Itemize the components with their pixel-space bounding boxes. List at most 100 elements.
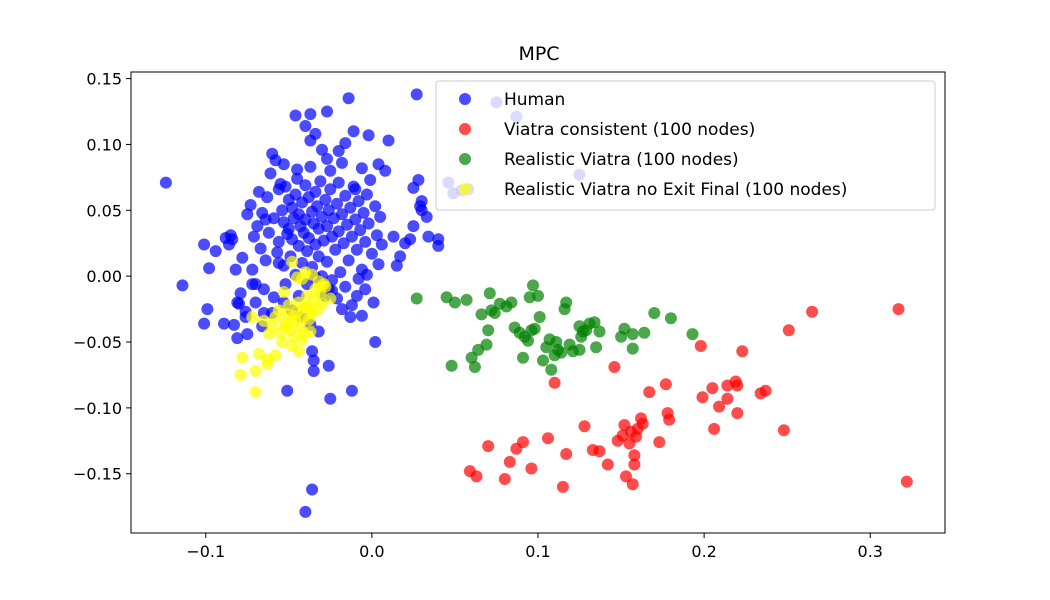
y-tick-label: 0.15 <box>86 70 122 89</box>
data-point <box>498 473 511 485</box>
data-point <box>321 105 333 118</box>
data-point <box>713 400 726 413</box>
data-point <box>628 458 641 471</box>
legend-marker <box>459 153 471 165</box>
data-point <box>522 334 534 347</box>
data-point <box>247 230 260 243</box>
data-point <box>244 199 257 211</box>
x-tick-label: 0.1 <box>525 542 550 561</box>
data-point <box>525 462 538 475</box>
data-point <box>517 436 529 449</box>
data-point <box>548 376 561 389</box>
legend-label: Realistic Viatra no Exit Final (100 node… <box>504 180 847 200</box>
data-point <box>362 129 375 142</box>
data-point <box>394 250 407 263</box>
data-point <box>542 432 554 445</box>
data-point <box>321 255 333 268</box>
data-point <box>721 392 734 405</box>
data-point <box>422 230 435 243</box>
data-point <box>316 143 328 156</box>
data-point <box>349 183 362 196</box>
data-point <box>360 188 373 201</box>
data-point <box>517 351 529 364</box>
data-point <box>482 440 495 453</box>
data-point <box>272 235 285 248</box>
data-point <box>304 134 317 147</box>
data-point <box>231 296 244 309</box>
data-point <box>365 247 378 260</box>
data-point <box>241 208 254 221</box>
data-point <box>382 134 395 147</box>
data-point <box>277 158 290 171</box>
data-point <box>370 229 383 242</box>
data-point <box>731 407 744 420</box>
legend-label: Human <box>504 90 565 110</box>
data-point <box>782 324 795 337</box>
data-point <box>279 180 292 193</box>
data-point <box>352 195 365 208</box>
series-0 <box>159 88 586 518</box>
data-point <box>249 386 262 399</box>
data-point <box>468 361 481 373</box>
data-point <box>608 361 621 373</box>
data-point <box>410 88 423 101</box>
data-point <box>277 286 290 298</box>
data-point <box>306 345 319 358</box>
data-point <box>347 125 360 138</box>
data-point <box>415 204 428 217</box>
data-point <box>387 230 400 243</box>
data-point <box>354 224 367 237</box>
data-point <box>321 220 333 233</box>
y-tick-label: 0.10 <box>86 135 122 154</box>
data-point <box>236 251 249 264</box>
data-point <box>332 145 345 157</box>
data-point <box>533 311 546 323</box>
data-point <box>334 266 347 279</box>
data-point <box>336 156 348 169</box>
data-point <box>299 505 312 518</box>
data-point <box>226 233 239 246</box>
data-point <box>281 384 294 397</box>
data-point <box>696 391 709 404</box>
data-point <box>578 420 591 433</box>
data-point <box>271 246 284 259</box>
data-point <box>465 351 478 364</box>
data-point <box>706 382 719 395</box>
data-point <box>635 412 647 425</box>
data-point <box>297 326 310 339</box>
data-point <box>527 279 539 292</box>
data-point <box>276 336 289 348</box>
data-point <box>369 336 382 348</box>
data-point <box>626 328 639 341</box>
data-point <box>329 243 342 256</box>
data-point <box>364 174 377 186</box>
data-point <box>488 307 501 319</box>
data-point <box>231 332 244 345</box>
data-point <box>276 204 289 217</box>
y-tick-label: 0.00 <box>86 267 122 286</box>
y-tick-label: −0.05 <box>73 333 122 352</box>
data-point <box>357 206 370 219</box>
data-point <box>201 303 214 316</box>
data-point <box>350 289 363 302</box>
data-point <box>289 188 302 201</box>
data-point <box>601 458 614 471</box>
data-point <box>249 365 262 377</box>
data-point <box>198 238 211 251</box>
data-point <box>319 280 332 293</box>
data-point <box>337 237 350 250</box>
data-point <box>532 289 544 302</box>
data-point <box>369 200 382 213</box>
x-axis: −0.1 0.0 0.1 0.2 0.3 <box>186 533 883 561</box>
data-point <box>505 296 518 309</box>
data-point <box>731 379 744 392</box>
legend-marker <box>459 183 471 195</box>
data-point <box>372 258 385 271</box>
data-point <box>267 291 280 304</box>
data-point <box>229 263 242 276</box>
data-point <box>198 317 211 330</box>
data-point <box>470 470 483 483</box>
data-point <box>777 424 790 437</box>
data-point <box>246 311 259 323</box>
